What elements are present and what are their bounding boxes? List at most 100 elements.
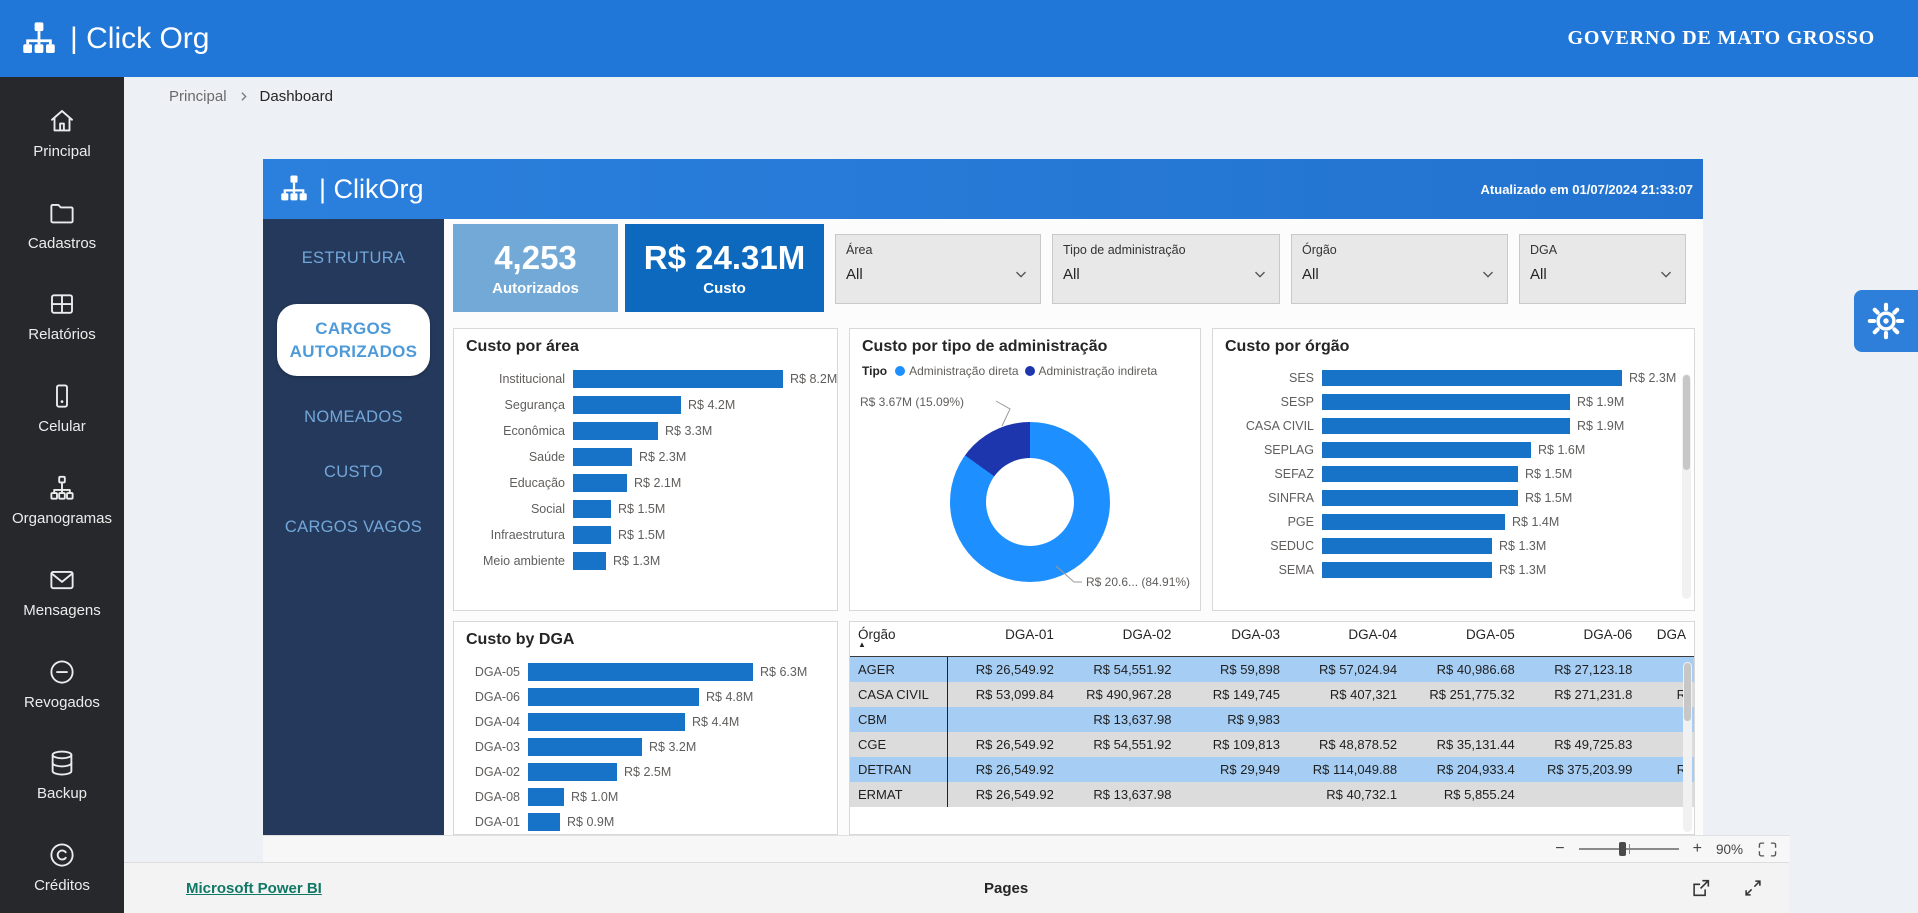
bar[interactable] <box>1322 370 1622 386</box>
bar[interactable] <box>573 448 632 466</box>
chart-scrollbar[interactable] <box>1682 374 1691 599</box>
sidebar-item-cadastros[interactable]: Cadastros <box>0 179 124 271</box>
sidebar-item-backup[interactable]: Backup <box>0 729 124 821</box>
zoom-slider[interactable] <box>1579 848 1679 850</box>
table-row-ager[interactable]: AGERR$ 26,549.92R$ 54,551.92R$ 59,898R$ … <box>850 657 1694 683</box>
bar-row: Econômica R$ 3.3M <box>460 418 831 444</box>
column-header-órgão[interactable]: Órgão▲ <box>850 622 948 657</box>
org-cell: CGE <box>850 732 948 757</box>
bar-category-label: DGA-04 <box>460 715 528 729</box>
bar[interactable] <box>1322 466 1518 482</box>
bar[interactable] <box>573 500 611 518</box>
kpi-card-autorizados[interactable]: 4,253 Autorizados <box>453 224 618 312</box>
grid-icon <box>47 289 77 319</box>
bar[interactable] <box>1322 418 1570 434</box>
sidebar-item-principal[interactable]: Principal <box>0 87 124 179</box>
bar-value-label: R$ 2.3M <box>1622 371 1676 385</box>
sidebar-item-relatorios[interactable]: Relatórios <box>0 271 124 363</box>
bar[interactable] <box>573 396 681 414</box>
table-scrollbar[interactable] <box>1683 662 1692 832</box>
kpi-value: R$ 24.31M <box>644 239 805 277</box>
zoom-slider-handle[interactable] <box>1619 842 1626 856</box>
bar[interactable] <box>573 422 658 440</box>
bar-category-label: PGE <box>1219 515 1322 529</box>
sidebar-item-creditos[interactable]: Créditos <box>0 821 124 913</box>
bar[interactable] <box>1322 538 1492 554</box>
powerbi-brand-link[interactable]: Microsoft Power BI <box>186 880 322 897</box>
share-icon[interactable] <box>1690 877 1712 899</box>
bar[interactable] <box>528 688 699 706</box>
value-cell: R$ 40,732.1 <box>1288 782 1405 807</box>
filter-dropdown-tipo-de-administração[interactable]: Tipo de administração All <box>1052 234 1280 304</box>
bar[interactable] <box>528 713 685 731</box>
report-nav-item-custo[interactable]: CUSTO <box>271 463 436 482</box>
bar[interactable] <box>1322 394 1570 410</box>
table-row-detran[interactable]: DETRANR$ 26,549.92R$ 29,949R$ 114,049.88… <box>850 757 1694 782</box>
chart-custo-tipo-administracao: Custo por tipo de administração Tipo Adm… <box>849 328 1201 611</box>
bar-category-label: Institucional <box>460 372 573 386</box>
bar[interactable] <box>573 474 627 492</box>
fullscreen-icon[interactable] <box>1742 877 1764 899</box>
filter-dropdown-área[interactable]: Área All <box>835 234 1041 304</box>
column-header-dga-03[interactable]: DGA-03 <box>1179 622 1288 657</box>
chart-custo-por-area: Custo por área Institucional R$ 8.2MSegu… <box>453 328 838 611</box>
bar-row: Institucional R$ 8.2M <box>460 366 831 392</box>
table-row-cge[interactable]: CGER$ 26,549.92R$ 54,551.92R$ 109,813R$ … <box>850 732 1694 757</box>
org-chart-icon <box>18 18 60 60</box>
bar[interactable] <box>1322 490 1518 506</box>
bar[interactable] <box>1322 562 1492 578</box>
zoom-in-button[interactable]: + <box>1693 841 1702 857</box>
legend-item[interactable]: Administração indireta <box>1025 364 1158 378</box>
table-row-cbm[interactable]: CBMR$ 13,637.98R$ 9,983 <box>850 707 1694 732</box>
sidebar-item-label: Celular <box>38 418 86 435</box>
bar-value-label: R$ 0.9M <box>560 815 614 829</box>
bar-category-label: SINFRA <box>1219 491 1322 505</box>
value-cell: R$ 59,898 <box>1179 657 1288 683</box>
sidebar-item-organogramas[interactable]: Organogramas <box>0 454 124 546</box>
zoom-out-button[interactable]: − <box>1555 841 1564 857</box>
sidebar-item-label: Backup <box>37 785 87 802</box>
report-nav-item-estrutura[interactable]: ESTRUTURA <box>271 249 436 268</box>
bar-category-label: DGA-01 <box>460 815 528 829</box>
bar[interactable] <box>1322 514 1505 530</box>
bar[interactable] <box>528 738 642 756</box>
pages-label[interactable]: Pages <box>984 880 1028 897</box>
bar[interactable] <box>573 552 606 570</box>
bar[interactable] <box>528 663 753 681</box>
report-nav-item-nomeados[interactable]: NOMEADOS <box>271 408 436 427</box>
kpi-card-custo[interactable]: R$ 24.31M Custo <box>625 224 824 312</box>
sidebar-item-mensagens[interactable]: Mensagens <box>0 546 124 638</box>
filter-dropdown-dga[interactable]: DGA All <box>1519 234 1686 304</box>
column-header-dga-04[interactable]: DGA-04 <box>1288 622 1405 657</box>
breadcrumb-parent[interactable]: Principal <box>169 88 227 105</box>
value-cell: R$ 149,745 <box>1179 682 1288 707</box>
bar[interactable] <box>573 526 611 544</box>
report-nav-item-cargos-autorizados[interactable]: CARGOS AUTORIZADOS <box>277 304 430 376</box>
filter-dropdown-órgão[interactable]: Órgão All <box>1291 234 1508 304</box>
settings-button[interactable] <box>1854 290 1918 352</box>
legend-item[interactable]: Administração direta <box>895 364 1018 378</box>
column-header-dga-01[interactable]: DGA-01 <box>948 622 1062 657</box>
report-nav-item-cargos-vagos[interactable]: CARGOS VAGOS <box>271 518 436 537</box>
table-row-casa-civil[interactable]: CASA CIVILR$ 53,099.84R$ 490,967.28R$ 14… <box>850 682 1694 707</box>
column-header-dga-05[interactable]: DGA-05 <box>1405 622 1523 657</box>
table-row-ermat[interactable]: ERMATR$ 26,549.92R$ 13,637.98R$ 40,732.1… <box>850 782 1694 807</box>
bar[interactable] <box>528 763 617 781</box>
value-cell <box>1062 757 1180 782</box>
bar-category-label: Saúde <box>460 450 573 464</box>
sidebar-item-celular[interactable]: Celular <box>0 362 124 454</box>
column-header-dga-02[interactable]: DGA-02 <box>1062 622 1180 657</box>
bar-category-label: CASA CIVIL <box>1219 419 1322 433</box>
kpi-value: 4,253 <box>494 239 577 277</box>
column-header-dga-06[interactable]: DGA-06 <box>1523 622 1641 657</box>
value-cell: R$ 49,725.83 <box>1523 732 1641 757</box>
bar[interactable] <box>573 370 783 388</box>
fit-to-page-button[interactable] <box>1757 841 1778 858</box>
bar[interactable] <box>528 813 560 831</box>
sidebar-item-revogados[interactable]: Revogados <box>0 638 124 730</box>
value-cell: R$ 26,549.92 <box>948 757 1062 782</box>
column-header-dga[interactable]: DGA <box>1640 622 1694 657</box>
bar[interactable] <box>528 788 564 806</box>
bar[interactable] <box>1322 442 1531 458</box>
bar-category-label: Segurança <box>460 398 573 412</box>
